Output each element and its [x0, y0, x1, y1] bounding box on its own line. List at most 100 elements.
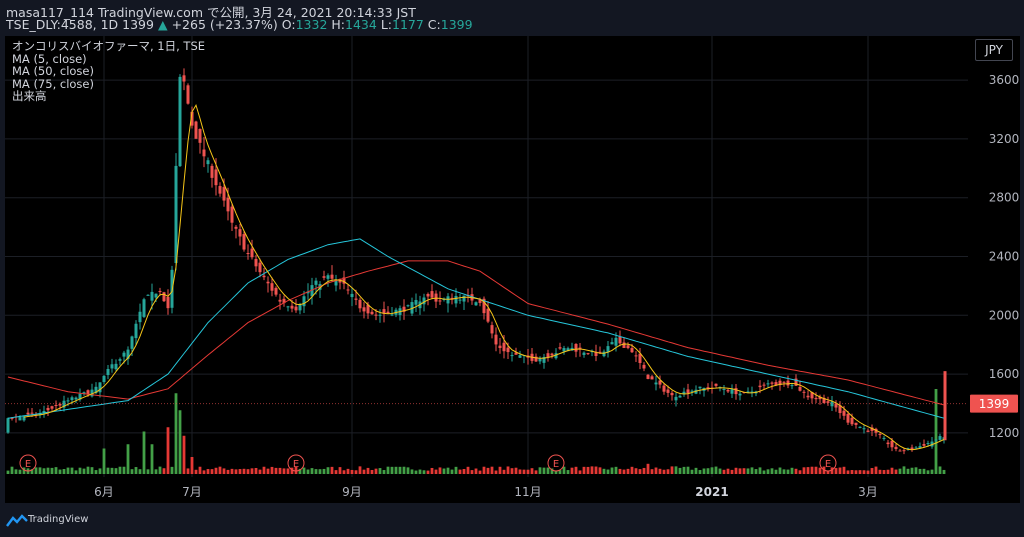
candle-body [126, 349, 130, 359]
volume-bar [118, 466, 122, 474]
tradingview-logo-icon[interactable] [6, 514, 28, 528]
volume-bar [598, 467, 602, 474]
time-tick-label: 6月 [94, 485, 114, 499]
volume-bar [846, 470, 850, 474]
legend-ma50[interactable]: MA (50, close) [12, 64, 94, 78]
candle-body [822, 397, 826, 404]
candle-body [726, 389, 730, 392]
volume-bar [46, 467, 50, 474]
candle-body [370, 311, 374, 315]
volume-bar [574, 466, 578, 474]
candle-body [806, 395, 810, 398]
volume-bar [14, 469, 18, 474]
legend-volume[interactable]: 出来高 [12, 89, 47, 103]
ma5-line [23, 103, 945, 451]
time-axis[interactable] [5, 477, 968, 503]
candle-body [506, 347, 510, 353]
volume-bar [78, 467, 82, 474]
price-tick-label: 1200 [989, 426, 1020, 440]
legend-ma5[interactable]: MA (5, close) [12, 51, 87, 66]
candle-body [382, 309, 386, 314]
volume-bar [326, 467, 330, 474]
earnings-marker [547, 454, 565, 472]
candle-body [206, 160, 210, 165]
legend-ma75[interactable]: MA (75, close) [12, 76, 94, 91]
candle-body [254, 258, 258, 267]
volume-bar [358, 466, 362, 474]
volume-bar [858, 470, 862, 474]
volume-bar [898, 468, 902, 474]
candle-body [182, 75, 186, 82]
volume-bar [310, 468, 314, 474]
earnings-marker [819, 454, 837, 472]
candle-body [350, 293, 354, 298]
volume-bar [290, 467, 294, 474]
volume-bar [82, 468, 86, 474]
candle-body [490, 325, 494, 334]
candle-body [922, 444, 926, 446]
candle-body [298, 304, 302, 311]
candle-body [150, 291, 154, 301]
volume-bar [734, 467, 738, 474]
candle-body [818, 396, 822, 400]
candle-body [258, 262, 262, 273]
candle-body [574, 343, 578, 352]
volume-bar [466, 466, 470, 474]
volume-bar [706, 468, 710, 474]
volume-bar [650, 469, 654, 474]
volume-bar [334, 470, 338, 474]
volume-bar [878, 469, 882, 474]
candle-body [86, 390, 90, 395]
candle-body [362, 307, 366, 312]
candle-body [114, 363, 118, 370]
volume-bar [694, 467, 698, 474]
volume-bar [794, 468, 798, 474]
candle-body [830, 401, 834, 407]
volume-bar [414, 470, 418, 474]
candle-body [70, 397, 74, 401]
volume-bar [614, 466, 618, 474]
candle-body [354, 298, 358, 300]
candle-body [630, 348, 634, 353]
candle-body [218, 186, 222, 194]
volume-bar [578, 470, 582, 474]
volume-bar [58, 469, 62, 474]
candle-body [166, 296, 170, 309]
candle-body [410, 302, 414, 314]
volume-bar [122, 466, 126, 474]
candle-body [654, 382, 658, 385]
volume-bar [278, 467, 282, 474]
candle-body [306, 291, 310, 294]
candle-body [798, 386, 802, 391]
candle-body [546, 353, 550, 358]
volume-bar [302, 467, 306, 474]
candle-body [502, 342, 506, 352]
volume-bar [74, 470, 78, 474]
candle-body [814, 398, 818, 400]
candle-body [366, 304, 370, 314]
volume-bar [50, 467, 54, 474]
volume-bar [330, 466, 334, 474]
footer-brand[interactable]: TradingView [28, 514, 89, 525]
volume-bar [790, 467, 794, 474]
volume-bar [194, 469, 198, 474]
volume-bar [554, 470, 558, 474]
volume-bar [230, 468, 234, 474]
candle-body [730, 389, 734, 394]
candle-body [894, 446, 898, 450]
candle-body [38, 413, 42, 415]
header-low: 1177 [392, 17, 424, 32]
candle-body [782, 381, 786, 383]
volume-bar [62, 469, 66, 474]
volume-bar [366, 467, 370, 474]
volume-bar [518, 469, 522, 474]
volume-bar [458, 469, 462, 474]
candle-body [802, 391, 806, 393]
volume-bar [590, 466, 594, 474]
volume-bar [462, 469, 466, 474]
volume-bar [346, 468, 350, 474]
currency-button[interactable]: JPY [975, 39, 1013, 61]
time-tick-label: 7月 [182, 485, 202, 499]
candle-body [286, 306, 290, 308]
candle-body [66, 400, 70, 402]
